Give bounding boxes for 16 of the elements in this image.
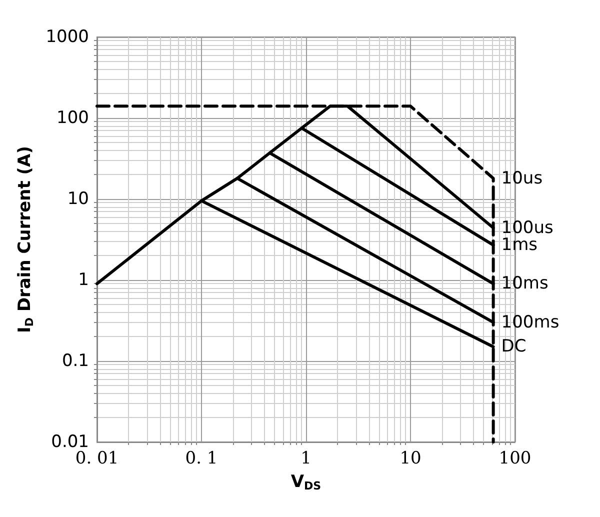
x-tick-label: 1	[300, 448, 312, 468]
series-label: 100ms	[501, 312, 560, 332]
y-tick-label: 100	[56, 108, 89, 128]
x-tick-label: 0. 1	[185, 448, 218, 468]
y-tick-label: 10	[67, 189, 89, 209]
x-tick-label: 10	[400, 448, 422, 468]
series-label: 10ms	[501, 274, 548, 294]
y-tick-label: 1	[78, 270, 89, 290]
series-label: 10us	[501, 168, 543, 188]
y-tick-label: 0.1	[62, 351, 89, 371]
series-label: 100us	[501, 218, 554, 238]
y-tick-label: 1000	[46, 27, 89, 47]
y-axis-title: ID Drain Current (A)	[15, 146, 36, 333]
x-tick-label: 100	[498, 448, 532, 468]
series-label: 1ms	[501, 235, 538, 256]
series-label: DC	[501, 336, 526, 357]
